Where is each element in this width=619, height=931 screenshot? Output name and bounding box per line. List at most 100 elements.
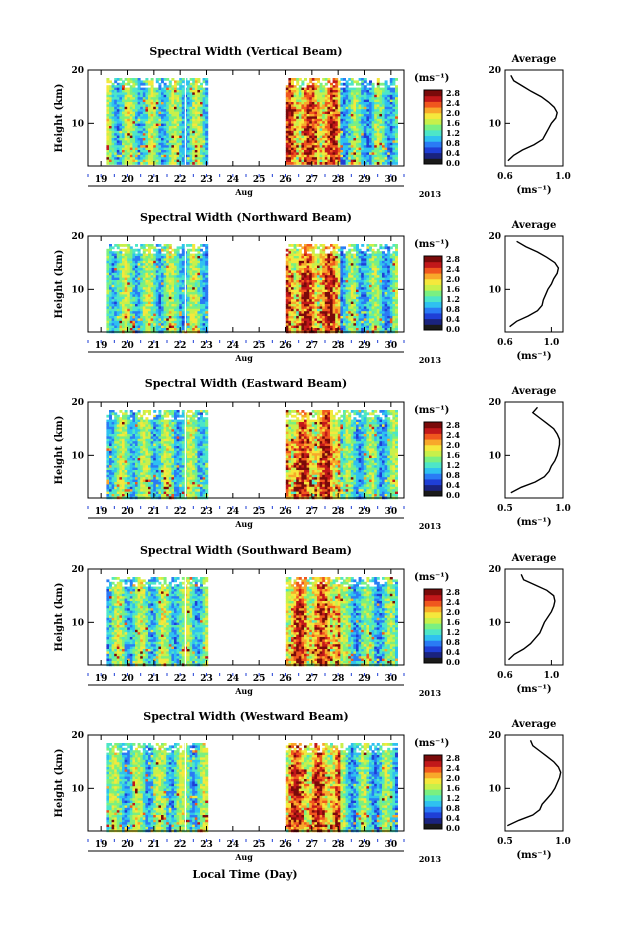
heatmap-cell xyxy=(161,294,164,298)
heatmap-cell xyxy=(197,328,201,331)
heatmap-cell xyxy=(166,246,170,250)
heatmap-cell xyxy=(379,154,383,158)
heatmap-cell xyxy=(145,111,149,115)
heatmap-cell xyxy=(285,325,289,329)
heatmap-cell xyxy=(187,277,190,281)
heatmap-cell xyxy=(306,116,310,120)
heatmap-cell xyxy=(163,270,167,274)
heatmap-cell xyxy=(298,253,302,257)
heatmap-cell xyxy=(345,116,349,120)
heatmap-cell xyxy=(348,133,352,136)
heatmap-cell xyxy=(161,116,164,120)
heatmap-cell xyxy=(124,78,128,81)
heatmap-cell xyxy=(161,80,164,84)
heatmap-cell xyxy=(189,97,193,100)
heatmap-cell xyxy=(395,130,398,134)
heatmap-cell xyxy=(109,133,112,136)
heatmap-cell xyxy=(200,111,203,115)
heatmap-cell xyxy=(116,123,120,127)
heatmap-cell xyxy=(171,320,175,324)
heatmap-cell xyxy=(106,292,110,295)
heatmap-cell xyxy=(174,270,177,274)
heatmap-cell xyxy=(369,150,372,153)
heatmap-cell xyxy=(293,140,297,144)
heatmap-cell xyxy=(106,318,110,322)
heatmap-cell xyxy=(161,121,164,124)
heatmap-cell xyxy=(293,251,297,254)
heatmap-cell xyxy=(317,106,320,110)
heatmap-cell xyxy=(324,275,328,278)
heatmap-cell xyxy=(158,256,162,259)
heatmap-cell xyxy=(124,296,128,300)
heatmap-cell xyxy=(353,159,357,163)
heatmap-cell xyxy=(127,275,131,278)
heatmap-cell xyxy=(358,78,362,81)
heatmap-cell xyxy=(124,320,128,324)
heatmap-cell xyxy=(163,284,167,288)
heatmap-cell xyxy=(389,99,393,103)
heatmap-cell xyxy=(179,284,183,288)
heatmap-cell xyxy=(140,87,144,91)
heatmap-cell xyxy=(314,157,318,160)
heatmap-cell xyxy=(194,320,198,324)
heatmap-cell xyxy=(119,147,123,151)
heatmap-cell xyxy=(309,296,313,300)
heatmap-cell xyxy=(189,140,193,144)
heatmap-cell xyxy=(319,111,323,115)
heatmap-cell xyxy=(145,116,149,120)
heatmap-cell xyxy=(109,292,112,295)
heatmap-cell xyxy=(129,159,133,163)
heatmap-cell xyxy=(293,308,297,312)
heatmap-cell xyxy=(288,253,292,257)
heatmap-cell xyxy=(332,299,336,302)
heatmap-cell xyxy=(148,265,151,269)
heatmap-cell xyxy=(166,258,170,262)
heatmap-cell xyxy=(174,118,177,122)
heatmap-cell xyxy=(122,304,125,307)
heatmap-cell xyxy=(106,272,110,276)
heatmap-cell xyxy=(140,272,144,276)
heatmap-cell xyxy=(171,130,175,134)
heatmap-cell xyxy=(168,268,172,271)
heatmap-cell xyxy=(171,123,175,127)
heatmap-cell xyxy=(379,94,383,98)
heatmap-cell xyxy=(288,328,292,331)
heatmap-cell xyxy=(176,299,180,302)
heatmap-cell xyxy=(132,85,136,88)
heatmap-cell xyxy=(124,268,128,271)
heatmap-cell xyxy=(205,157,209,160)
heatmap-cell xyxy=(176,289,180,293)
heatmap-cell xyxy=(129,246,133,250)
heatmap-cell xyxy=(135,152,138,156)
heatmap-cell xyxy=(322,109,326,112)
heatmap-cell xyxy=(122,289,125,293)
heatmap-cell xyxy=(163,138,167,141)
heatmap-cell xyxy=(106,328,110,331)
heatmap-cell xyxy=(200,320,203,324)
heatmap-cell xyxy=(309,99,313,103)
heatmap-cell xyxy=(132,253,136,257)
heatmap-cell xyxy=(197,287,201,290)
heatmap-cell xyxy=(194,133,198,136)
heatmap-cell xyxy=(124,328,128,331)
heatmap-cell xyxy=(371,140,375,144)
heatmap-cell xyxy=(129,121,133,124)
heatmap-cell xyxy=(106,130,110,134)
heatmap-cell xyxy=(322,287,326,290)
heatmap-cell xyxy=(174,260,177,264)
heatmap-cell xyxy=(309,128,313,132)
heatmap-cell xyxy=(379,159,383,163)
heatmap-cell xyxy=(129,308,133,312)
heatmap-cell xyxy=(382,138,385,141)
heatmap-cell xyxy=(161,277,164,281)
heatmap-cell xyxy=(330,282,333,286)
heatmap-cell xyxy=(358,82,362,86)
heatmap-cell xyxy=(150,157,154,160)
heatmap-cell xyxy=(350,78,354,81)
heatmap-cell xyxy=(293,270,297,274)
heatmap-cell xyxy=(132,123,136,127)
heatmap-cell xyxy=(150,104,154,108)
heatmap-cell xyxy=(155,318,159,322)
heatmap-cell xyxy=(176,162,180,165)
heatmap-cell xyxy=(155,126,159,129)
